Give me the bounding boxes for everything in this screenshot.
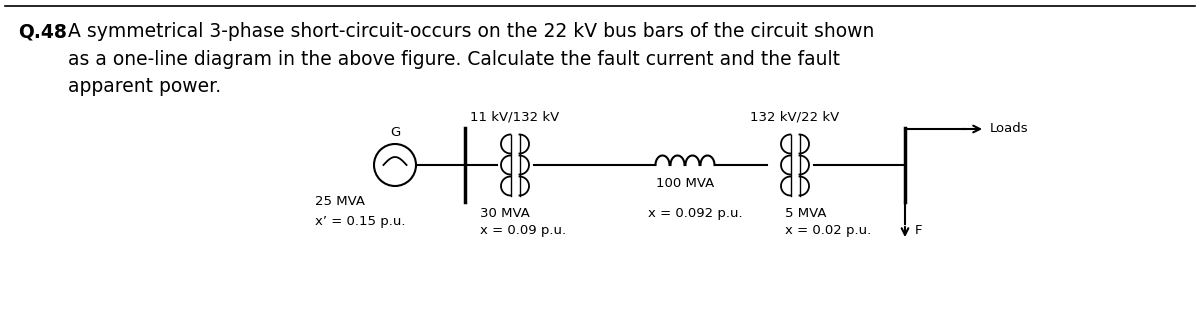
Text: A symmetrical 3-phase short-circuit-occurs on the 22 kV bus bars of the circuit : A symmetrical 3-phase short-circuit-occu… [68, 22, 875, 41]
Text: 30 MVA: 30 MVA [480, 207, 530, 220]
Text: Loads: Loads [990, 122, 1028, 135]
Text: x = 0.02 p.u.: x = 0.02 p.u. [785, 224, 871, 237]
Text: Q.48: Q.48 [18, 22, 67, 41]
Text: F: F [916, 224, 923, 237]
Text: G: G [390, 126, 400, 139]
Text: 5 MVA: 5 MVA [785, 207, 827, 220]
Text: 132 kV/22 kV: 132 kV/22 kV [750, 110, 840, 123]
Text: x’ = 0.15 p.u.: x’ = 0.15 p.u. [316, 215, 406, 228]
Text: 100 MVA: 100 MVA [656, 177, 714, 190]
Text: apparent power.: apparent power. [68, 77, 221, 96]
Text: 25 MVA: 25 MVA [316, 195, 365, 208]
Text: x = 0.09 p.u.: x = 0.09 p.u. [480, 224, 566, 237]
Text: 11 kV/132 kV: 11 kV/132 kV [470, 110, 559, 123]
Text: x = 0.092 p.u.: x = 0.092 p.u. [648, 207, 743, 220]
Text: as a one-line diagram in the above figure. Calculate the fault current and the f: as a one-line diagram in the above figur… [68, 50, 840, 69]
